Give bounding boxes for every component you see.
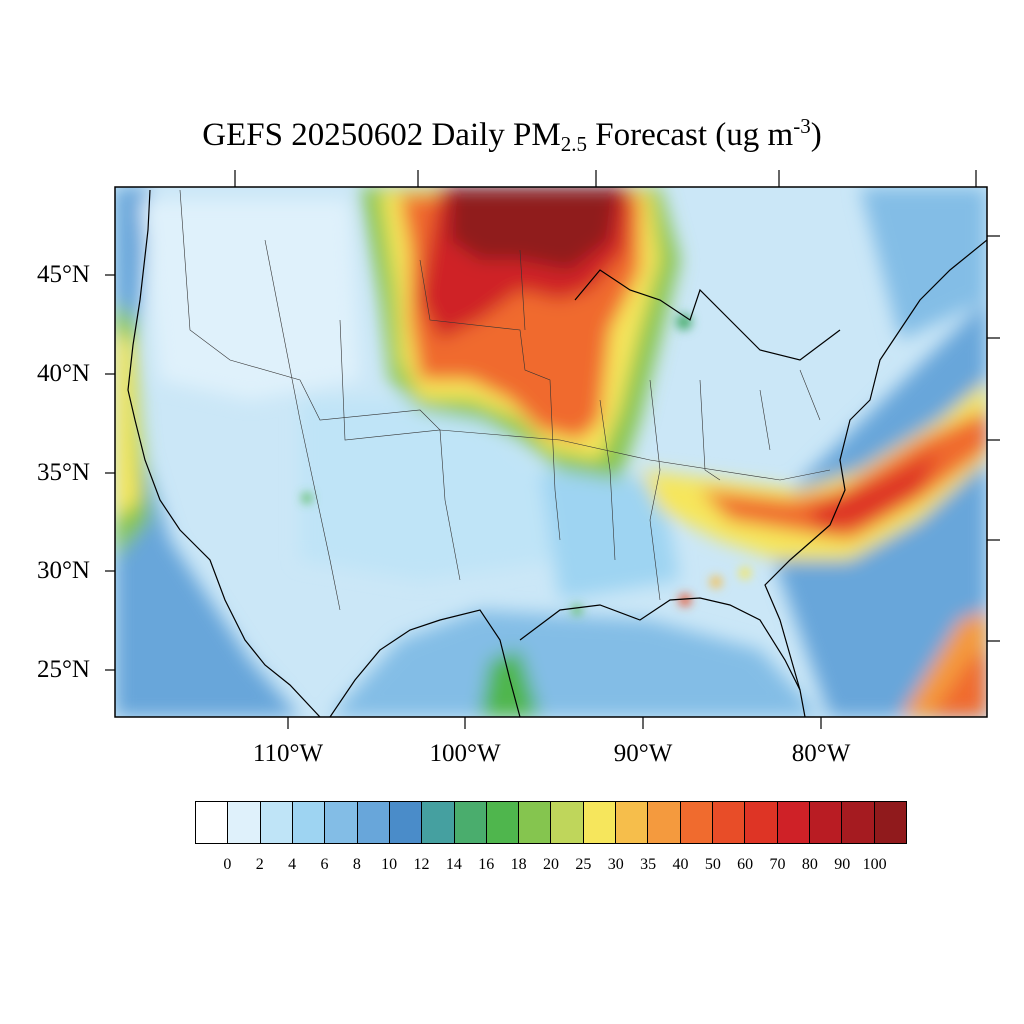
pacific-coast-band [115,330,140,520]
map-field [115,187,987,717]
colorbar-label: 2 [255,856,264,873]
colorbar-swatch [680,802,713,843]
colorbar-swatch [648,802,681,843]
colorbar-label: 18 [510,856,527,873]
colorbar-label: 20 [543,856,559,873]
colorbar-label: 8 [352,856,361,873]
colorbar-label: 10 [381,856,398,873]
lon-label-90w: 90°W [613,740,673,767]
colorbar-swatch [454,802,487,843]
colorbar-label: 30 [607,856,624,873]
colorbar-swatch [874,802,906,843]
lat-label-45n: 45°N [36,261,90,288]
axis-ticks [105,170,1000,729]
colorbar-swatch [325,802,358,843]
lat-label-35n: 35°N [36,459,90,486]
colorbar-label: 60 [737,856,754,873]
colorbar-swatch [551,802,584,843]
colorbar-swatch [777,802,810,843]
title-prefix: GEFS 20250602 Daily PM [202,117,561,153]
colorbar-swatch [842,802,875,843]
colorbar-swatch [422,802,455,843]
colorbar-label: 40 [672,856,689,873]
title-mid: Forecast (ug m [587,117,794,153]
colorbar-swatch [196,802,229,843]
colorbar-swatch [228,802,261,843]
lat-label-30n: 30°N [36,557,90,584]
lon-label-100w: 100°W [429,740,501,767]
colorbar-swatch [260,802,293,843]
colorbar-label: 80 [801,856,818,873]
colorbar-swatch [809,802,843,843]
colorbar-label: 25 [575,856,592,873]
colorbar [195,801,907,844]
colorbar-label: 50 [704,856,721,873]
lon-label-80w: 80°W [791,740,851,767]
coastlines [127,189,987,717]
colorbar-label: 14 [445,856,462,873]
title-superscript: -3 [793,114,811,138]
lon-label-110w: 110°W [252,740,324,767]
lat-label-40n: 40°N [36,360,90,387]
colorbar-label: 100 [862,856,887,873]
map-frame [114,186,988,718]
title-suffix: ) [810,117,822,153]
colorbar-label: 35 [640,856,657,873]
colorbar-swatch [389,802,423,843]
state-borders [179,189,831,611]
colorbar-label: 4 [288,856,297,873]
colorbar-swatch [713,802,746,843]
lat-label-25n: 25°N [36,656,90,683]
colorbar-swatch [292,802,326,843]
colorbar-label: 0 [223,856,232,873]
colorbar-swatch [745,802,778,843]
east-coast-plume [700,410,987,540]
colorbar-swatch [616,802,649,843]
colorbar-swatch [357,802,390,843]
local-hotspots [302,314,751,615]
concentration-shading [115,187,987,717]
colorbar-swatch [486,802,520,843]
colorbar-swatch [583,802,617,843]
title-subscript: 2.5 [560,132,587,156]
colorbar-swatch [519,802,552,843]
chart-title: GEFS 20250602 Daily PM2.5 Forecast (ug m… [0,114,1024,157]
colorbar-label: 6 [320,856,329,873]
colorbar-label: 16 [478,856,495,873]
colorbar-label: 70 [769,856,786,873]
colorbar-label: 90 [834,856,851,873]
colorbar-label: 12 [413,856,430,873]
